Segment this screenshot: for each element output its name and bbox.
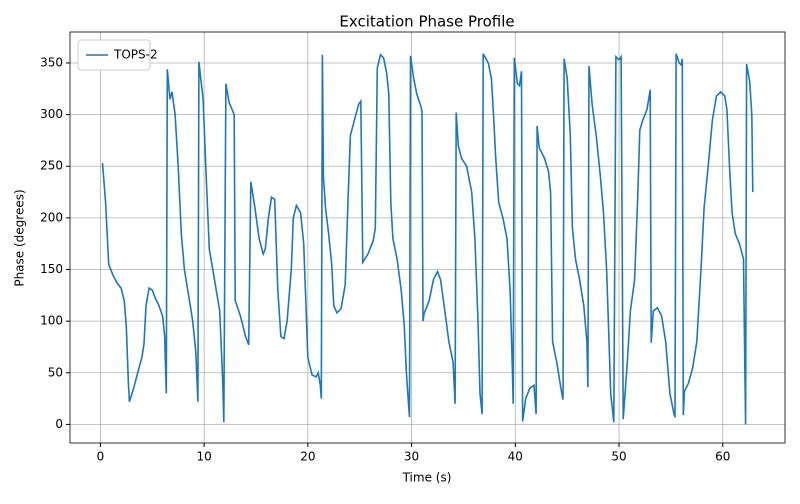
x-tick-label: 60	[715, 450, 730, 464]
y-tick-label: 200	[40, 210, 63, 224]
plot-frame	[69, 31, 786, 444]
y-tick-label: 250	[40, 159, 63, 173]
y-tick-label: 150	[40, 262, 63, 276]
x-tick-label: 30	[404, 450, 419, 464]
legend-box	[77, 39, 151, 71]
x-tick-label: 20	[300, 450, 315, 464]
legend-label: TOPS-2	[113, 48, 158, 62]
y-tick-label: 50	[48, 365, 63, 379]
x-tick-label: 50	[611, 450, 626, 464]
y-tick-label: 350	[40, 55, 63, 69]
chart-title: Excitation Phase Profile	[339, 13, 514, 31]
data-line	[101, 53, 754, 425]
y-tick-label: 300	[40, 107, 63, 121]
y-tick-label: 100	[40, 314, 63, 328]
y-axis-label: Phase (degrees)	[13, 189, 27, 286]
x-tick-label: 40	[508, 450, 523, 464]
x-tick-label: 10	[196, 450, 211, 464]
x-axis-label: Time (s)	[402, 471, 452, 485]
x-tick-label: 0	[97, 450, 105, 464]
y-tick-label: 0	[55, 417, 63, 431]
